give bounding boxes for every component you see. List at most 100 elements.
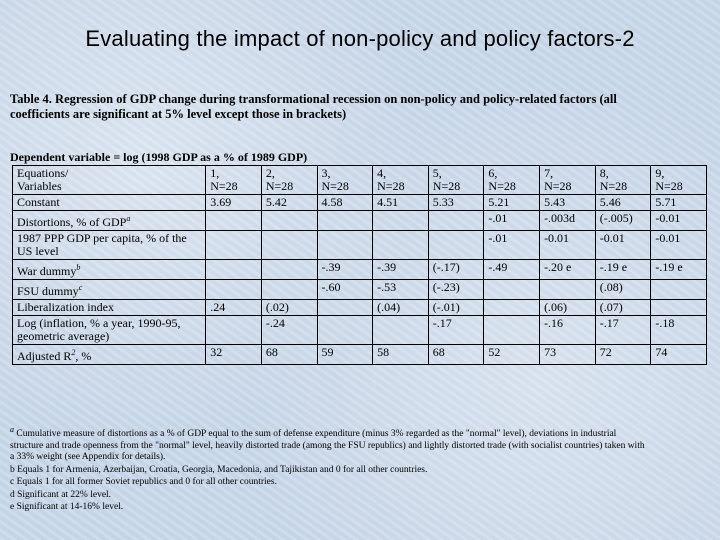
table-cell xyxy=(539,279,596,300)
table-cell: 5.46 xyxy=(594,194,652,211)
footnote-b: b Equals 1 for Armenia, Azerbaijan, Croa… xyxy=(10,464,428,475)
table-cell xyxy=(205,279,262,300)
dependent-variable: Dependent variable = log (1998 GDP as a … xyxy=(10,150,308,164)
table-cell: 5.43 xyxy=(539,194,596,211)
table-cell: -.17 xyxy=(427,315,485,345)
table-cell xyxy=(483,299,541,316)
footnote-a-mark: a xyxy=(10,425,14,434)
table-cell xyxy=(316,230,374,260)
table-cell: (.08) xyxy=(594,279,652,300)
table-cell: -.19 e xyxy=(594,259,652,280)
row-label: Distortions, % of GDPa xyxy=(11,210,207,231)
table-cell xyxy=(427,230,485,260)
table-cell: -.20 e xyxy=(539,259,596,280)
table-cell xyxy=(205,315,262,345)
table-row: Liberalization index .24 (.02) (.04) (-.01) (… xyxy=(11,299,707,316)
table-cell xyxy=(372,315,429,345)
table-caption: Table 4. Regression of GDP change during… xyxy=(10,92,617,121)
table-cell xyxy=(260,279,318,300)
row-label: Adjusted R2, % xyxy=(11,344,207,365)
footnote-c: c Equals 1 for all former Soviet republi… xyxy=(10,477,277,488)
table-cell: 5.71 xyxy=(650,194,707,211)
table-body: Constant 3.69 5.42 4.58 4.51 5.33 5.21 5.43 5.46… xyxy=(11,194,707,365)
footnote-a: a Cumulative measure of distortions as a… xyxy=(10,425,645,463)
table-cell: 68 xyxy=(427,344,485,365)
equation-header-2: 2, N=28 xyxy=(260,165,318,195)
equation-header-6: 6, N=28 xyxy=(483,165,541,195)
table-cell: -.003d xyxy=(539,210,596,231)
table-row: FSU dummyc -.60 -.53 (-.23) (.08) xyxy=(11,279,707,300)
table-cell: (-.005) xyxy=(594,210,652,231)
table-cell: (.02) xyxy=(260,299,318,316)
table-cell xyxy=(316,210,374,231)
slide-title: Evaluating the impact of non-policy and … xyxy=(85,26,635,51)
table-cell: (-.17) xyxy=(427,259,485,280)
table-header-row: Equations/ Variables 1, N=28 2, N=28 3, N=2… xyxy=(11,165,707,195)
table-cell: 5.21 xyxy=(483,194,541,211)
table-row: Distortions, % of GDPa -.01 -.003d (-.005) -… xyxy=(11,210,707,231)
table-cell: 68 xyxy=(260,344,318,365)
table-cell: -.39 xyxy=(316,259,374,280)
table-cell: 58 xyxy=(372,344,429,365)
table-cell: 5.42 xyxy=(260,194,318,211)
table-row: War dummyb -.39 -.39 (-.17) -.49 -.20 e -.19 e… xyxy=(11,259,707,280)
regression-table: Equations/ Variables 1, N=28 2, N=28 3, N=2… xyxy=(11,165,707,365)
table-cell: 32 xyxy=(205,344,262,365)
header-label-line2: Variables xyxy=(17,179,62,193)
table-cell: 74 xyxy=(650,344,707,365)
table-cell: -.49 xyxy=(483,259,541,280)
equation-header-1: 1, N=28 xyxy=(205,165,262,195)
table-cell: -.24 xyxy=(260,315,318,345)
row-label: Liberalization index xyxy=(11,299,207,316)
table-cell: 4.58 xyxy=(316,194,374,211)
table-cell: 5.33 xyxy=(427,194,485,211)
table-cell: -.17 xyxy=(594,315,652,345)
row-label: FSU dummyc xyxy=(11,279,207,300)
table-row: Log (inflation, % a year, 1990-95, geome… xyxy=(11,315,707,345)
row-label: Constant xyxy=(11,194,207,211)
table-cell xyxy=(316,299,374,316)
table-cell: -.19 e xyxy=(650,259,707,280)
table-cell: (.06) xyxy=(539,299,596,316)
table-cell xyxy=(372,210,429,231)
table-cell: -.53 xyxy=(372,279,429,300)
header-label-cell: Equations/ Variables xyxy=(11,165,207,195)
table-cell: -0.01 xyxy=(650,230,707,260)
table-cell xyxy=(483,315,541,345)
table-cell xyxy=(260,210,318,231)
table-cell: (-.01) xyxy=(427,299,485,316)
table-cell xyxy=(205,259,262,280)
equation-header-3: 3, N=28 xyxy=(316,165,374,195)
table-cell: 72 xyxy=(594,344,652,365)
table-cell xyxy=(427,210,485,231)
footnotes: a Cumulative measure of distortions as a… xyxy=(10,424,650,515)
table-cell xyxy=(205,210,262,231)
table-cell: (-.23) xyxy=(427,279,485,300)
table-cell: -0.01 xyxy=(539,230,596,260)
equation-header-7: 7, N=28 xyxy=(539,165,596,195)
table-cell: -.18 xyxy=(650,315,707,345)
table-cell xyxy=(650,299,707,316)
table-cell: -.16 xyxy=(539,315,596,345)
table-row: Adjusted R2, % 32 68 59 58 68 52 73 72 74 xyxy=(11,344,707,365)
table-cell: .24 xyxy=(205,299,262,316)
table-cell xyxy=(372,230,429,260)
row-label: 1987 PPP GDP per capita, % of the US lev… xyxy=(11,230,207,260)
table-cell: -.01 xyxy=(483,210,541,231)
table-row: 1987 PPP GDP per capita, % of the US lev… xyxy=(11,230,707,260)
table-cell xyxy=(260,230,318,260)
table-cell xyxy=(205,230,262,260)
equation-header-5: 5, N=28 xyxy=(427,165,485,195)
table-cell: 4.51 xyxy=(372,194,429,211)
table-cell xyxy=(650,279,707,300)
table-cell: -0.01 xyxy=(594,230,652,260)
table-cell xyxy=(316,315,374,345)
table-cell: -.60 xyxy=(316,279,374,300)
table-cell: (.04) xyxy=(372,299,429,316)
table-row: Constant 3.69 5.42 4.58 4.51 5.33 5.21 5.43 5.46… xyxy=(11,194,707,211)
table-cell: -.39 xyxy=(372,259,429,280)
table-cell: (.07) xyxy=(594,299,652,316)
row-label: Log (inflation, % a year, 1990-95, geome… xyxy=(11,315,207,345)
table-cell: 52 xyxy=(483,344,541,365)
table-cell xyxy=(260,259,318,280)
